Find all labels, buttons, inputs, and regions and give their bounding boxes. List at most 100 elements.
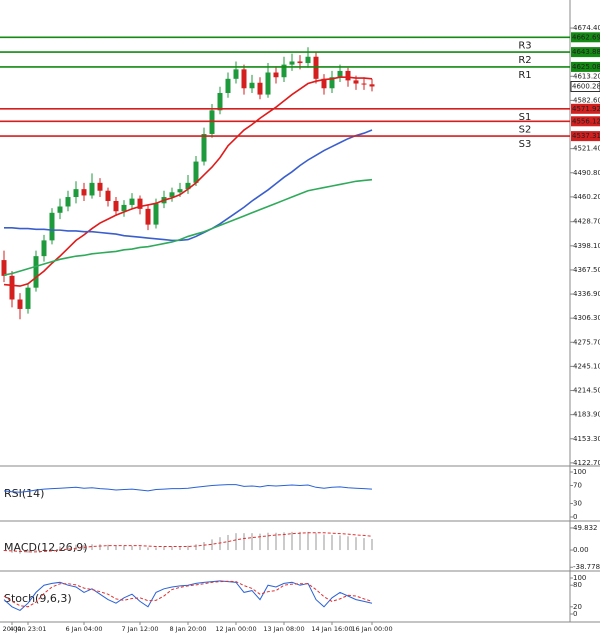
candle-body: [209, 110, 215, 134]
histogram-bar: [275, 532, 277, 551]
y-tick-label: 0: [573, 513, 577, 521]
histogram-bar: [323, 534, 325, 551]
y-tick-label: 30: [573, 500, 582, 508]
candle-body: [137, 198, 143, 209]
candle-body: [105, 190, 111, 201]
candle-body: [65, 197, 71, 207]
y-tick-label: 49.832: [573, 524, 598, 532]
x-tick-label: 16 Jan 00:00: [351, 625, 392, 633]
x-tick-label: 14 Jan 16:00: [311, 625, 352, 633]
moving-average: [4, 129, 373, 242]
candle-body: [33, 256, 39, 288]
candle-body: [177, 189, 183, 193]
candle-body: [169, 192, 175, 198]
y-tick-label: 4306.30: [573, 314, 600, 322]
y-tick-label: 0: [573, 610, 577, 618]
y-tick-label: 4674.40: [573, 24, 600, 32]
level-price-box: [571, 61, 600, 72]
candle-body: [201, 133, 207, 162]
histogram-bar: [259, 533, 261, 551]
signal-line: [3, 532, 373, 553]
candle-body: [305, 56, 311, 64]
candle-body: [217, 93, 223, 111]
candle-body: [361, 83, 367, 85]
histogram-bar: [283, 532, 285, 551]
candle-body: [185, 182, 191, 190]
histogram-bar: [51, 547, 53, 551]
histogram-bar: [315, 533, 317, 551]
level-name: S2: [519, 124, 532, 135]
histogram-bar: [147, 547, 149, 551]
histogram-bar: [123, 546, 125, 551]
indicator-line: [3, 580, 373, 608]
y-tick-label: 4122.70: [573, 459, 600, 467]
indicator-line: [3, 484, 373, 493]
histogram-bar: [291, 531, 293, 551]
candle-body: [281, 64, 287, 78]
candle-body: [329, 77, 335, 89]
candle-body: [265, 72, 271, 95]
y-tick-label: 4582.60: [573, 96, 600, 104]
candle-body: [337, 70, 343, 78]
histogram-bar: [107, 544, 109, 551]
y-tick-label: 4245.10: [573, 362, 600, 370]
histogram-bar: [171, 546, 173, 551]
histogram-bar: [235, 533, 237, 551]
level-price-label: 4571.92: [572, 105, 600, 113]
candle-body: [121, 204, 127, 212]
histogram-bar: [251, 533, 253, 551]
candle-body: [369, 84, 375, 87]
panel-title: MACD(12,26,9): [4, 541, 88, 554]
histogram-bar: [179, 546, 181, 551]
histogram-bar: [11, 550, 13, 553]
candle-body: [153, 203, 159, 225]
histogram-bar: [67, 545, 69, 551]
level-name: S3: [519, 139, 532, 150]
x-tick-label: 4 Jan 23:01: [9, 625, 46, 633]
histogram-bar: [203, 542, 205, 551]
histogram-bar: [267, 532, 269, 551]
level-price-box: [571, 116, 600, 127]
y-tick-label: 4367.50: [573, 266, 600, 274]
histogram-bar: [363, 538, 365, 551]
candle-body: [73, 189, 79, 198]
candle-body: [345, 70, 351, 81]
candle-body: [233, 69, 239, 79]
candle-body: [257, 82, 263, 95]
last-price-box: [570, 81, 600, 92]
moving-average: [3, 178, 373, 276]
y-tick-label: 80: [573, 581, 582, 589]
level-price-box: [571, 103, 600, 114]
histogram-bar: [59, 546, 61, 551]
y-tick-label: 70: [573, 482, 582, 490]
histogram-bar: [91, 544, 93, 551]
candle-body: [297, 61, 303, 64]
histogram-bar: [227, 534, 229, 551]
y-tick-label: 4460.20: [573, 193, 600, 201]
y-tick-label: 4336.90: [573, 290, 600, 298]
x-tick-label: 6 Jan 04:00: [65, 625, 102, 633]
y-tick-label: 4521.40: [573, 145, 600, 153]
candle-body: [273, 72, 279, 78]
candle-body: [145, 208, 151, 225]
level-price-box: [571, 131, 600, 142]
candle-body: [1, 260, 7, 276]
candle-body: [81, 189, 87, 196]
histogram-bar: [339, 535, 341, 551]
histogram-bar: [35, 550, 37, 551]
candle-body: [353, 80, 359, 84]
moving-average: [3, 76, 373, 287]
level-price-label: 4625.08: [572, 63, 600, 71]
candle-body: [249, 82, 255, 89]
histogram-bar: [115, 545, 117, 551]
candle-body: [41, 240, 47, 257]
candle-body: [225, 78, 231, 93]
candle-body: [89, 182, 95, 196]
histogram-bar: [163, 546, 165, 551]
y-tick-label: 4398.10: [573, 242, 600, 250]
histogram-bar: [299, 531, 301, 551]
panel-title: Stoch(9,6,3): [4, 592, 72, 605]
histogram-bar: [307, 531, 309, 551]
level-price-label: 4643.88: [572, 48, 600, 56]
candle-body: [113, 200, 119, 212]
